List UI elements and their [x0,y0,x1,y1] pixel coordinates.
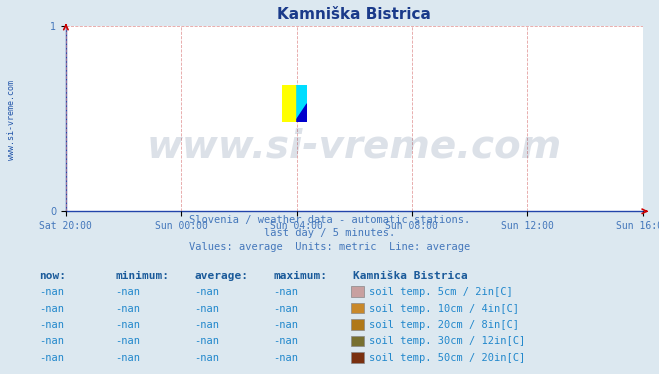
Text: -nan: -nan [40,320,65,330]
Text: -nan: -nan [40,287,65,297]
Text: -nan: -nan [273,353,299,363]
Text: -nan: -nan [273,337,299,346]
Polygon shape [295,85,307,122]
Text: -nan: -nan [115,304,140,313]
Text: Slovenia / weather data - automatic stations.: Slovenia / weather data - automatic stat… [189,215,470,224]
Text: soil temp. 50cm / 20in[C]: soil temp. 50cm / 20in[C] [369,353,525,363]
Text: -nan: -nan [273,320,299,330]
Text: -nan: -nan [194,304,219,313]
Text: -nan: -nan [115,287,140,297]
Text: -nan: -nan [115,320,140,330]
Text: -nan: -nan [194,320,219,330]
Polygon shape [290,85,295,122]
Text: now:: now: [40,271,67,280]
Text: -nan: -nan [273,304,299,313]
Text: -nan: -nan [40,353,65,363]
Text: www.si-vreme.com: www.si-vreme.com [146,128,562,166]
Text: -nan: -nan [194,337,219,346]
Polygon shape [295,104,307,122]
Text: maximum:: maximum: [273,271,328,280]
Text: -nan: -nan [115,353,140,363]
Text: -nan: -nan [40,304,65,313]
Text: -nan: -nan [194,353,219,363]
Text: soil temp. 10cm / 4in[C]: soil temp. 10cm / 4in[C] [369,304,519,313]
Text: soil temp. 20cm / 8in[C]: soil temp. 20cm / 8in[C] [369,320,519,330]
Text: -nan: -nan [273,287,299,297]
Text: last day / 5 minutes.: last day / 5 minutes. [264,229,395,238]
Text: soil temp. 30cm / 12in[C]: soil temp. 30cm / 12in[C] [369,337,525,346]
Text: www.si-vreme.com: www.si-vreme.com [7,80,16,160]
Text: Values: average  Units: metric  Line: average: Values: average Units: metric Line: aver… [189,242,470,252]
Text: -nan: -nan [194,287,219,297]
Text: minimum:: minimum: [115,271,169,280]
Text: soil temp. 5cm / 2in[C]: soil temp. 5cm / 2in[C] [369,287,513,297]
Title: Kamniška Bistrica: Kamniška Bistrica [277,7,431,22]
Text: -nan: -nan [115,337,140,346]
Text: average:: average: [194,271,248,280]
Text: Kamniška Bistrica: Kamniška Bistrica [353,271,467,280]
Polygon shape [282,85,295,122]
Text: -nan: -nan [40,337,65,346]
